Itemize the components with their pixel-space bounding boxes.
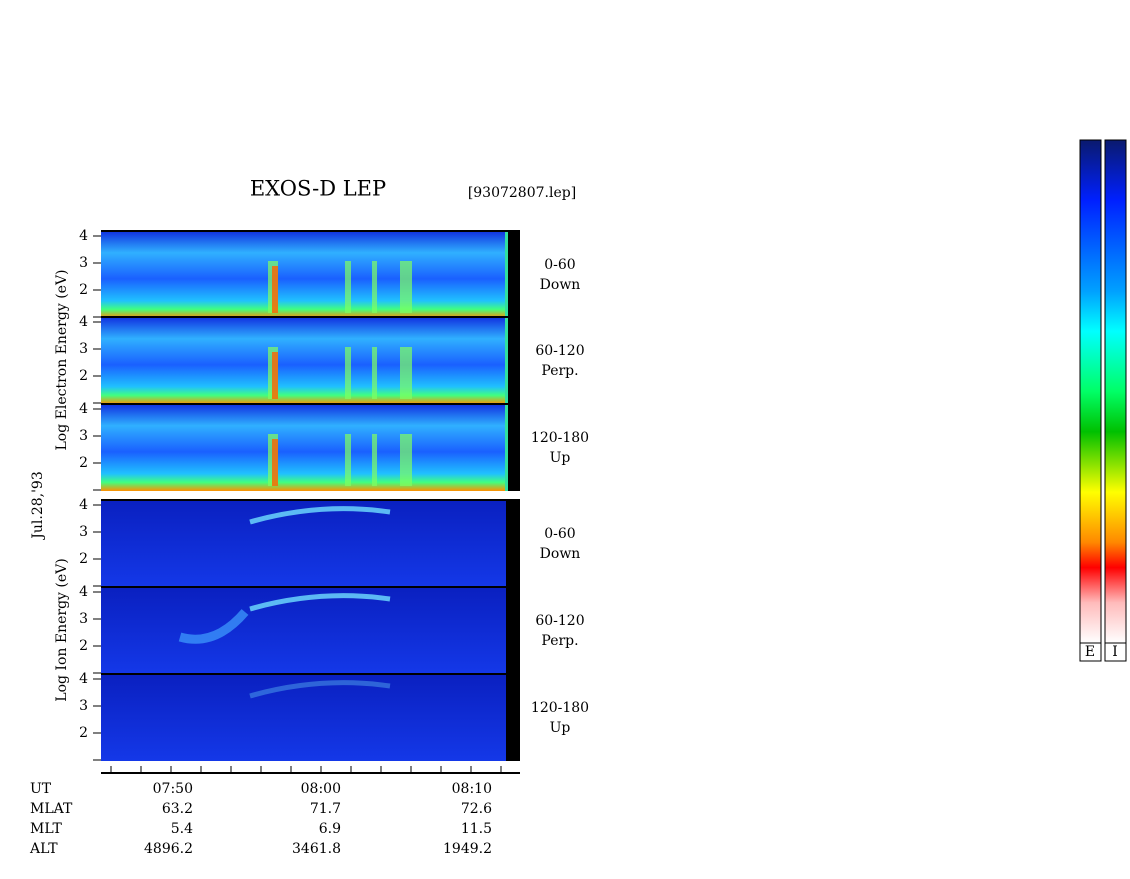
spectrogram-feature [400,261,412,313]
spectrogram-feature [400,434,412,486]
spectrogram-feature [272,352,278,399]
spectrogram-edge [506,587,520,674]
ion-axis-label: Log Ion Energy (eV) [54,558,70,701]
y-tick-label: 3 [79,341,88,357]
spectrogram-feature [372,347,377,399]
direction-label: Perp. [541,363,578,379]
y-tick-label: 2 [79,368,88,384]
spectrogram-feature [249,593,391,612]
spectrogram-edge [506,500,520,587]
y-tick-label: 2 [79,725,88,741]
electron-axis-label: Log Electron Energy (eV) [54,269,70,450]
pitch-label: 60-120 [535,613,584,629]
spectrogram-edge [506,674,520,761]
y-tick-label: 4 [79,584,88,600]
row-value: 72.6 [461,801,492,817]
spectrogram [101,674,506,761]
row-name: ALT [29,841,58,857]
row-value: 08:10 [452,781,492,797]
row-value: 71.7 [310,801,341,817]
title: EXOS-D LEP [250,177,386,201]
y-tick-label: 4 [79,401,88,417]
row-value: 4896.2 [144,841,193,857]
row-value: 08:00 [301,781,341,797]
spectrogram-feature [345,347,351,399]
spectrogram-feature [272,266,278,313]
row-value: 1949.2 [443,841,492,857]
spectrogram-feature [249,680,391,699]
color-bar-label-box [1104,642,1127,662]
color-bar [1104,139,1127,644]
row-value: 5.4 [171,821,193,837]
pitch-label: 120-180 [531,430,589,446]
spectrogram-feature [178,609,249,644]
spectrogram [101,500,506,587]
row-value: 07:50 [153,781,193,797]
direction-label: Perp. [541,633,578,649]
spectrogram-edge [506,231,520,318]
spectrogram [101,231,506,318]
row-value: 63.2 [162,801,193,817]
y-tick-label: 4 [79,314,88,330]
pitch-label: 120-180 [531,700,589,716]
spectrogram-feature [345,261,351,313]
spectrogram-feature [505,317,508,404]
y-tick-label: 3 [79,524,88,540]
y-tick-label: 3 [79,698,88,714]
spectrogram-edge [506,404,520,491]
color-bar-label: E [1085,644,1095,660]
spectrogram-feature [372,434,377,486]
y-tick-label: 2 [79,282,88,298]
spectrogram-feature [249,506,391,525]
spectrogram [101,587,506,674]
spectrogram [101,317,506,404]
y-tick-label: 2 [79,455,88,471]
spectrogram-feature [372,261,377,313]
row-value: 3461.8 [292,841,341,857]
row-value: 11.5 [461,821,492,837]
direction-label: Down [540,277,581,293]
spectrogram-edge [506,317,520,404]
direction-label: Up [550,720,571,736]
y-tick-label: 2 [79,638,88,654]
date: Jul.28,'93 [30,471,46,540]
pitch-label: 0-60 [544,526,575,542]
spectrogram-feature [272,439,278,486]
spectrogram-feature [400,347,412,399]
spectrogram-feature [345,434,351,486]
pitch-label: 0-60 [544,257,575,273]
color-bar-label: I [1112,644,1118,660]
y-tick-label: 3 [79,428,88,444]
row-name: MLAT [30,801,73,817]
y-tick-label: 2 [79,551,88,567]
row-name: UT [30,781,52,797]
color-bar [1079,139,1102,644]
row-name: MLT [30,821,62,837]
y-tick-label: 3 [79,255,88,271]
color-bar-label-box [1079,642,1102,662]
y-tick-label: 4 [79,671,88,687]
row-value: 6.9 [319,821,341,837]
y-tick-label: 4 [79,497,88,513]
y-tick-label: 4 [79,228,88,244]
spectrogram-feature [505,231,508,318]
pitch-label: 60-120 [535,343,584,359]
direction-label: Up [550,450,571,466]
direction-label: Down [540,546,581,562]
spectrogram [101,404,506,491]
spectrogram-feature [505,404,508,491]
y-tick-label: 3 [79,611,88,627]
file-name: [93072807.lep] [468,185,576,201]
